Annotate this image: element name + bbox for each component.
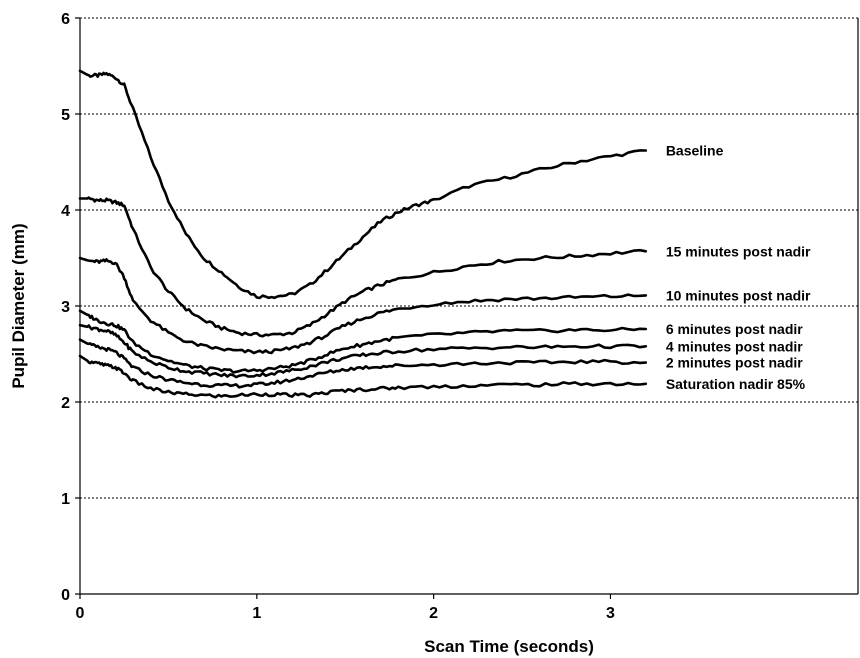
series-line-6-minutes-post-nadir [78,309,648,374]
tick-labels: 0 1 2 3 4 5 6 0 1 2 3 [61,11,615,622]
y-tick-label-3: 3 [61,299,70,316]
series-line-2-minutes-post-nadir [78,338,648,389]
series-labels: Baseline 15 minutes post nadir 10 minutes … [666,142,811,391]
series-label-10-minutes-post-nadir: 10 minutes post nadir [666,287,811,303]
series-label-baseline: Baseline [666,142,724,158]
series-label-6-minutes-post-nadir: 6 minutes post nadir [666,321,803,337]
y-axis-title: Pupil Diameter (mm) [9,223,28,388]
series-lines [78,69,648,399]
x-axis-title: Scan Time (seconds) [424,637,594,656]
y-tick-label-5: 5 [61,107,70,124]
gridlines [80,17,858,499]
series-label-4-minutes-post-nadir: 4 minutes post nadir [666,338,803,354]
y-tick-label-0: 0 [61,587,70,604]
x-tick-label-1: 1 [252,605,261,622]
y-tick-label-1: 1 [61,491,70,508]
series-line-10-minutes-post-nadir [78,256,648,355]
series-line-saturation-nadir-85 [78,354,648,399]
series-label-15-minutes-post-nadir: 15 minutes post nadir [666,243,811,259]
x-tick-label-0: 0 [76,605,85,622]
x-tick-label-3: 3 [606,605,615,622]
y-tick-label-2: 2 [61,395,70,412]
y-tick-label-4: 4 [61,203,70,220]
series-line-baseline [78,69,648,300]
series-line-15-minutes-post-nadir [78,196,648,338]
x-tick-label-2: 2 [429,605,438,622]
series-label-saturation-nadir-85: Saturation nadir 85% [666,376,806,392]
series-label-2-minutes-post-nadir: 2 minutes post nadir [666,355,803,371]
series-line-4-minutes-post-nadir [78,323,648,379]
y-tick-label-6: 6 [61,11,70,28]
